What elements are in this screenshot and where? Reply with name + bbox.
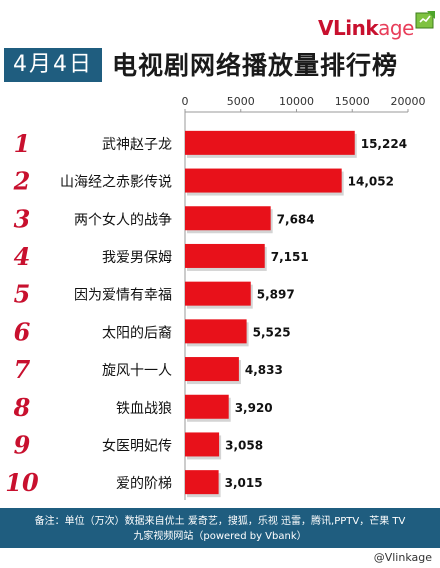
category-label: 太阳的后裔: [102, 324, 172, 341]
rank-number: 1: [14, 129, 31, 158]
data-label: 3,015: [225, 476, 263, 490]
data-label: 7,684: [277, 212, 315, 226]
category-label: 武神赵子龙: [102, 137, 172, 153]
data-label: 15,224: [361, 137, 407, 151]
category-label: 两个女人的战争: [74, 211, 172, 228]
bar: [185, 206, 271, 231]
header: VLinkage 4月4日 电视剧网络播放量排行榜: [0, 0, 440, 90]
footer-note: 备注：单位（万次）数据来自优土 爱奇艺，搜狐，乐视 迅雷，腾讯,PPTV，芒果 …: [0, 508, 440, 548]
vlinkage-logo: VLinkage: [318, 8, 436, 46]
data-label: 14,052: [348, 175, 394, 189]
bar: [185, 130, 355, 155]
category-label: 旋风十一人: [102, 363, 172, 379]
date-badge: 4月4日: [4, 48, 102, 82]
data-label: 5,525: [253, 325, 291, 339]
x-tick-label: 10000: [279, 95, 314, 108]
category-label: 我爱男保姆: [102, 250, 172, 266]
bar: [185, 432, 220, 457]
data-label: 7,151: [271, 250, 309, 264]
footer-line-1: 备注：单位（万次）数据来自优土 爱奇艺，搜狐，乐视 迅雷，腾讯,PPTV，芒果 …: [34, 516, 406, 527]
data-label: 3,920: [235, 401, 273, 415]
chart-title: 电视剧网络播放量排行榜: [112, 51, 399, 80]
x-tick-label: 0: [182, 95, 189, 108]
rank-number: 3: [14, 204, 31, 233]
footer-line-2: 九家视频网站（powered by Vbank）: [133, 531, 307, 542]
bar: [185, 470, 219, 495]
data-label: 5,897: [257, 288, 295, 302]
x-tick-label: 15000: [335, 95, 370, 108]
x-tick-label: 5000: [227, 95, 255, 108]
rank-number: 4: [14, 242, 31, 271]
logo-text: VLinkage: [318, 16, 414, 40]
data-label: 3,058: [225, 438, 263, 452]
watermark: @Vlinkage: [373, 551, 432, 564]
rank-number: 10: [5, 468, 39, 497]
category-label: 因为爱情有幸福: [74, 288, 172, 304]
bar: [185, 168, 342, 193]
category-label: 爱的阶梯: [116, 476, 172, 492]
rank-number: 8: [13, 393, 31, 422]
bar: [185, 319, 247, 344]
bar: [185, 394, 229, 419]
ranking-bar-chart: 0 5000 10000 15000 20000 15,224 武神赵子龙 1 14,052 山海…: [5, 95, 426, 500]
logo-text-light: age: [378, 16, 414, 40]
vlinkage-logo-icon: [415, 11, 435, 29]
bar: [185, 281, 251, 306]
bar: [185, 357, 239, 382]
data-label: 4,833: [245, 363, 283, 377]
rank-number: 9: [14, 430, 31, 459]
rank-number: 2: [13, 167, 31, 196]
rank-number: 5: [14, 280, 31, 309]
category-label: 女医明妃传: [102, 437, 172, 454]
logo-text-bold: VLink: [318, 16, 379, 40]
category-label: 山海经之赤影传说: [60, 175, 172, 191]
rank-number: 6: [14, 317, 31, 346]
bar: [185, 243, 265, 268]
x-tick-label: 20000: [391, 95, 426, 108]
rank-number: 7: [14, 355, 31, 384]
category-label: 铁血战狼: [116, 401, 172, 417]
